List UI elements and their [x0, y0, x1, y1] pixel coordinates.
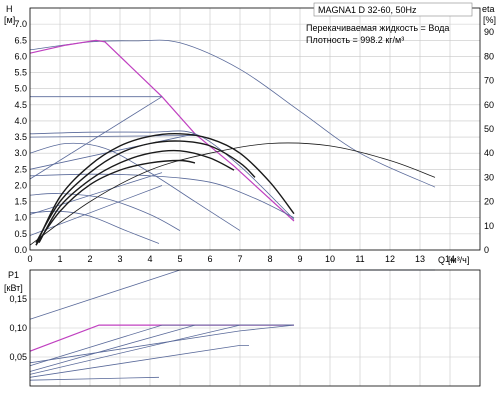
x-tick-label: 0: [27, 254, 32, 264]
y-tick-label: 0.0: [14, 245, 27, 255]
eta-tick-label: 50: [484, 124, 494, 134]
head-low-curve: [29, 142, 241, 231]
x-tick-label: 6: [207, 254, 212, 264]
x-tick-label: 4: [147, 254, 152, 264]
density-label: Плотность = 998.2 кг/м³: [306, 35, 404, 45]
power-tick-label: 0,05: [9, 352, 27, 362]
eta-tick-label: 30: [484, 172, 494, 182]
y-tick-label: 4.5: [14, 100, 27, 110]
power-curve: [29, 345, 249, 378]
eta-curve: [38, 149, 235, 244]
head-axis-unit: [м]: [4, 15, 15, 25]
eta-tick-label: 80: [484, 51, 494, 61]
y-tick-label: 6.0: [14, 51, 27, 61]
head-y-ticks: 0.0 0.5 1.0 1.5 2.0 2.5 3.0 3.5 4.0 4.5 5.0 5.5 6.0 6…: [14, 19, 27, 255]
power-axis-label: P1: [8, 270, 19, 280]
eta-tick-label: 0: [484, 245, 489, 255]
x-tick-label: 13: [415, 254, 425, 264]
head-plot-frame: [29, 7, 481, 251]
eta-curve: [35, 133, 295, 246]
y-tick-label: 1.0: [14, 213, 27, 223]
head-grid: [29, 8, 480, 251]
product-label: MAGNA1 D 32-60, 50Hz: [318, 5, 417, 15]
flow-x-ticks: 0 1 2 3 4 5 6 7 8 9 10 11 12 13 14: [27, 254, 455, 264]
eta-tick-label: 70: [484, 76, 494, 86]
x-tick-label: 3: [117, 254, 122, 264]
y-tick-label: 4.0: [14, 116, 27, 126]
head-const-curve: [29, 135, 196, 138]
y-tick-label: 5.5: [14, 68, 27, 78]
head-series-group: [29, 39, 436, 246]
system-curve: [29, 185, 163, 236]
y-tick-label: 0.5: [14, 229, 27, 239]
eta-axis-unit: [%]: [483, 15, 496, 25]
power-curve: [29, 324, 294, 367]
power-tick-label: 0,15: [9, 294, 27, 304]
eta-curve: [35, 140, 256, 244]
eta-tick-label: 40: [484, 148, 494, 158]
eta-tick-label: 10: [484, 221, 494, 231]
head-axis-label: H: [6, 4, 13, 14]
head-low-curve: [29, 173, 295, 219]
system-curve: [29, 96, 163, 180]
flow-axis-label: Q: [438, 255, 445, 265]
y-tick-label: 3.5: [14, 132, 27, 142]
x-tick-label: 1: [57, 254, 62, 264]
x-tick-label: 11: [355, 254, 364, 264]
head-selected-curve: [29, 39, 295, 222]
system-curve: [29, 133, 196, 170]
power-max-curve: [29, 269, 435, 320]
power-panel: 0,05 0,10 0,15 P1 [кВт]: [4, 269, 481, 387]
x-tick-label: 12: [385, 254, 395, 264]
head-prop-curve: [29, 130, 295, 220]
flow-axis-unit: [м³/ч]: [448, 255, 469, 265]
power-grid: [29, 270, 480, 386]
system-curve: [29, 172, 163, 215]
y-tick-label: 3.0: [14, 148, 27, 158]
eta-max-curve: [29, 142, 436, 246]
power-tick-label: 0,10: [9, 323, 27, 333]
x-tick-label: 9: [297, 254, 302, 264]
head-low-curve: [29, 193, 181, 231]
eta-tick-label: 90: [484, 27, 494, 37]
eta-tick-label: 20: [484, 197, 494, 207]
x-tick-label: 5: [177, 254, 182, 264]
power-y-ticks: 0,05 0,10 0,15: [9, 294, 27, 362]
liquid-label: Перекачиваемая жидкость = Вода: [306, 23, 449, 33]
y-tick-label: 1.5: [14, 197, 27, 207]
eta-y-ticks: 0 10 20 30 40 50 60 70 80 90: [484, 27, 494, 255]
x-tick-label: 8: [267, 254, 272, 264]
head-panel: 0.0 0.5 1.0 1.5 2.0 2.5 3.0 3.5 4.0 4.5 5.0 5.5 6.0 6…: [4, 2, 496, 265]
power-plot-frame: [29, 269, 481, 387]
head-low-curve: [29, 210, 160, 244]
power-curve: [29, 376, 160, 381]
y-tick-label: 2.0: [14, 180, 27, 190]
info-box: MAGNA1 D 32-60, 50Hz Перекачиваемая жидк…: [306, 2, 473, 45]
x-tick-label: 14: [445, 254, 455, 264]
power-curve: [29, 324, 294, 372]
y-tick-label: 7.0: [14, 19, 27, 29]
y-tick-label: 5.0: [14, 84, 27, 94]
x-tick-label: 10: [325, 254, 335, 264]
power-curve: [29, 324, 294, 375]
x-tick-label: 7: [237, 254, 242, 264]
y-tick-label: 6.5: [14, 35, 27, 45]
power-curve: [29, 324, 295, 364]
eta-tick-label: 60: [484, 100, 494, 110]
power-series-group: [29, 269, 435, 381]
x-tick-label: 2: [87, 254, 92, 264]
y-tick-label: 2.5: [14, 164, 27, 174]
power-axis-unit: [кВт]: [4, 283, 23, 293]
eta-axis-label: eta: [482, 4, 495, 14]
